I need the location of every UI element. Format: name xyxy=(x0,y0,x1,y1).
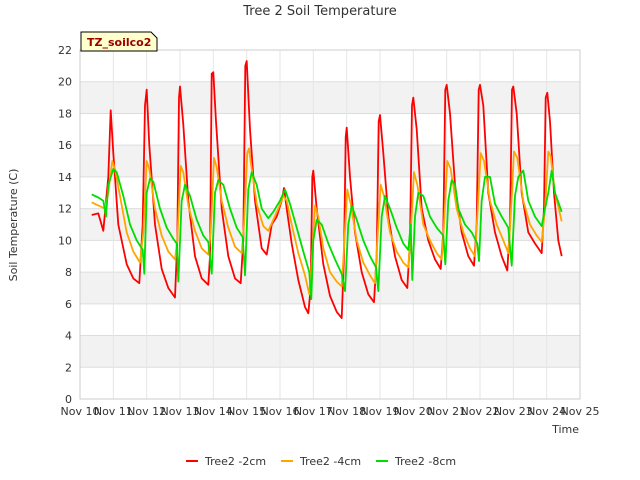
plot-frame xyxy=(79,49,581,400)
legend-label-2: Tree2 -4cm xyxy=(299,455,361,468)
x-tick-label: Nov 17 xyxy=(294,405,333,418)
x-tick-label: Nov 10 xyxy=(61,405,100,418)
x-tick-label: Nov 18 xyxy=(327,405,366,418)
y-axis-label: Soil Temperature (C) xyxy=(7,169,20,282)
y-tick-label: 12 xyxy=(58,203,72,216)
plot-band xyxy=(80,113,580,146)
plot-band xyxy=(80,367,580,399)
annotation-label: TZ_soilco2 xyxy=(87,36,151,49)
x-tick-label: Nov 11 xyxy=(94,405,133,418)
x-tick-label: Nov 25 xyxy=(561,405,600,418)
x-tick-label: Nov 24 xyxy=(527,405,566,418)
plot-band xyxy=(80,81,580,114)
legend: Tree2 -2cm Tree2 -4cm Tree2 -8cm xyxy=(186,455,456,468)
y-tick-label: 8 xyxy=(65,266,72,279)
plot-band xyxy=(80,272,580,304)
y-tick-label: 18 xyxy=(58,107,72,120)
plot-band xyxy=(80,303,580,336)
series-line-3 xyxy=(91,168,563,300)
y-tick-label: 4 xyxy=(65,330,72,343)
y-tick-label: 22 xyxy=(58,44,72,57)
plot-band xyxy=(80,50,580,82)
y-tick-label: 20 xyxy=(58,76,72,89)
series-line-1 xyxy=(91,60,563,319)
plot-band xyxy=(80,176,580,209)
series-lines xyxy=(91,60,563,319)
y-tick-label: 0 xyxy=(65,393,72,406)
x-axis-label: Time xyxy=(551,423,579,436)
x-tick-label: Nov 13 xyxy=(161,405,200,418)
annotation-box: TZ_soilco2 xyxy=(80,31,158,52)
legend-label-3: Tree2 -8cm xyxy=(394,455,456,468)
y-tick-label: 10 xyxy=(58,234,72,247)
chart-title: Tree 2 Soil Temperature xyxy=(242,4,397,19)
x-tick-label: Nov 21 xyxy=(427,405,466,418)
y-tick-label: 16 xyxy=(58,139,72,152)
y-tick-labels: 0 2 4 6 8 10 12 14 16 18 20 22 xyxy=(58,44,72,406)
y-tick-label: 2 xyxy=(65,361,72,374)
x-tick-label: Nov 19 xyxy=(361,405,400,418)
x-tick-label: Nov 15 xyxy=(227,405,266,418)
x-tick-label: Nov 22 xyxy=(461,405,500,418)
y-tick-label: 14 xyxy=(58,171,72,184)
x-tick-label: Nov 23 xyxy=(494,405,533,418)
legend-label-1: Tree2 -2cm xyxy=(204,455,266,468)
y-tick-label: 6 xyxy=(65,298,72,311)
x-tick-label: Nov 14 xyxy=(194,405,233,418)
plot-band xyxy=(80,335,580,368)
x-tick-label: Nov 20 xyxy=(394,405,433,418)
x-tick-label: Nov 12 xyxy=(127,405,166,418)
x-tick-label: Nov 16 xyxy=(261,405,300,418)
plot-band xyxy=(80,145,580,177)
